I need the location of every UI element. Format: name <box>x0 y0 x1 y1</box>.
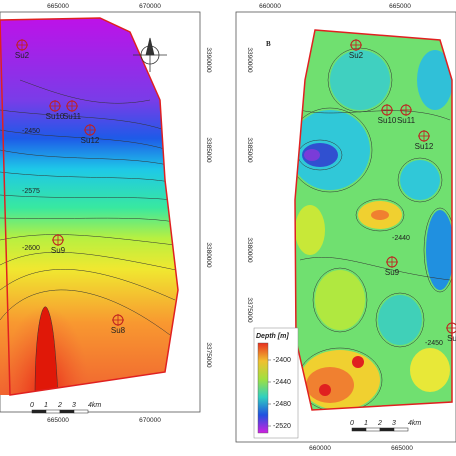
depth-patches <box>295 50 452 410</box>
scale-segment <box>351 427 367 432</box>
scale-label: 1 <box>44 402 48 409</box>
north-arrow <box>133 37 167 72</box>
legend-label: -2520 <box>273 423 291 430</box>
x-label: 665000 <box>391 445 413 452</box>
well-label: Su2 <box>349 51 364 60</box>
contour-label: -2450 <box>425 340 443 347</box>
well-label: Su9 <box>51 246 66 255</box>
contour-label: -2600 <box>22 245 40 252</box>
well: Su12 <box>415 130 434 151</box>
left-map: 665000 670000 665000 670000 3390000 3385… <box>0 3 212 424</box>
well-label: Su9 <box>385 268 400 277</box>
y-label: 3380000 <box>246 237 253 263</box>
well: Su11 <box>63 100 82 121</box>
legend-label: -2480 <box>273 401 291 408</box>
x-label: 665000 <box>389 3 411 10</box>
contour-label: -2450 <box>22 128 40 135</box>
y-label: 3390000 <box>205 47 212 73</box>
contour-label: -2575 <box>22 188 40 195</box>
well-label: Su12 <box>415 142 434 151</box>
well-label: Su11 <box>397 116 416 125</box>
contour <box>34 306 59 395</box>
well-label: Su8 <box>111 326 126 335</box>
scale-segment <box>73 409 89 414</box>
scale-label: 0 <box>350 420 354 427</box>
scale-label: 3 <box>72 402 76 409</box>
scale-label: 1 <box>364 420 368 427</box>
x-label: 660000 <box>309 445 331 452</box>
scale-label: 2 <box>57 402 62 409</box>
scale-bar: 0 1 2 3 4km <box>30 402 101 414</box>
well-label: Su10 <box>378 116 397 125</box>
x-label: 660000 <box>259 3 281 10</box>
scale-segment <box>379 427 395 432</box>
legend-title: Depth [m] <box>256 333 289 340</box>
scale-segment <box>365 427 381 432</box>
scale-label: 0 <box>30 402 34 409</box>
well: Su2 <box>15 39 30 60</box>
color-bar <box>257 342 269 434</box>
y-label: 3380000 <box>205 242 212 268</box>
y-label: 3385000 <box>205 137 212 163</box>
well: Su2 <box>349 39 364 60</box>
scale-segment <box>45 409 61 414</box>
scale-label: 4km <box>88 402 101 409</box>
well: Su10 <box>378 104 397 125</box>
scale-label: 2 <box>377 420 382 427</box>
well: Su9 <box>51 234 66 255</box>
well-label: Su10 <box>46 112 65 121</box>
scale-bar: 0 1 2 3 4km <box>350 420 421 432</box>
well: Su <box>446 322 456 343</box>
y-label: 3385000 <box>246 137 253 163</box>
well: Su8 <box>111 314 126 335</box>
scale-segment <box>31 409 47 414</box>
scale-label: 4km <box>408 420 421 427</box>
right-map: B 660000 665000 660000 665000 3390000 33… <box>235 3 456 452</box>
legend-label: -2440 <box>273 379 291 386</box>
x-label: 670000 <box>139 417 161 424</box>
contour-label: -2440 <box>392 235 410 242</box>
scale-segment <box>59 409 75 414</box>
well: Su9 <box>385 256 400 277</box>
well-label: Su12 <box>81 136 100 145</box>
y-label: 3375000 <box>246 297 253 323</box>
contours <box>295 47 452 410</box>
x-label: 670000 <box>139 3 161 10</box>
well: Su11 <box>397 104 416 125</box>
x-label: 665000 <box>47 417 69 424</box>
contours <box>0 79 177 336</box>
legend-label: -2400 <box>273 357 291 364</box>
scale-segment <box>393 427 409 432</box>
y-label: 3390000 <box>246 47 253 73</box>
panel-label: B <box>266 40 271 48</box>
scale-label: 3 <box>392 420 396 427</box>
legend: Depth [m] -2400 -2440 -2480 -2520 <box>253 327 299 439</box>
well-label: Su <box>447 334 456 343</box>
well-label: Su11 <box>63 112 82 121</box>
y-label: 3375000 <box>205 342 212 368</box>
well: Su12 <box>81 124 100 145</box>
boundary <box>0 17 179 396</box>
boundary <box>294 29 453 411</box>
x-label: 665000 <box>47 3 69 10</box>
well: Su10 <box>46 100 65 121</box>
well-label: Su2 <box>15 51 30 60</box>
